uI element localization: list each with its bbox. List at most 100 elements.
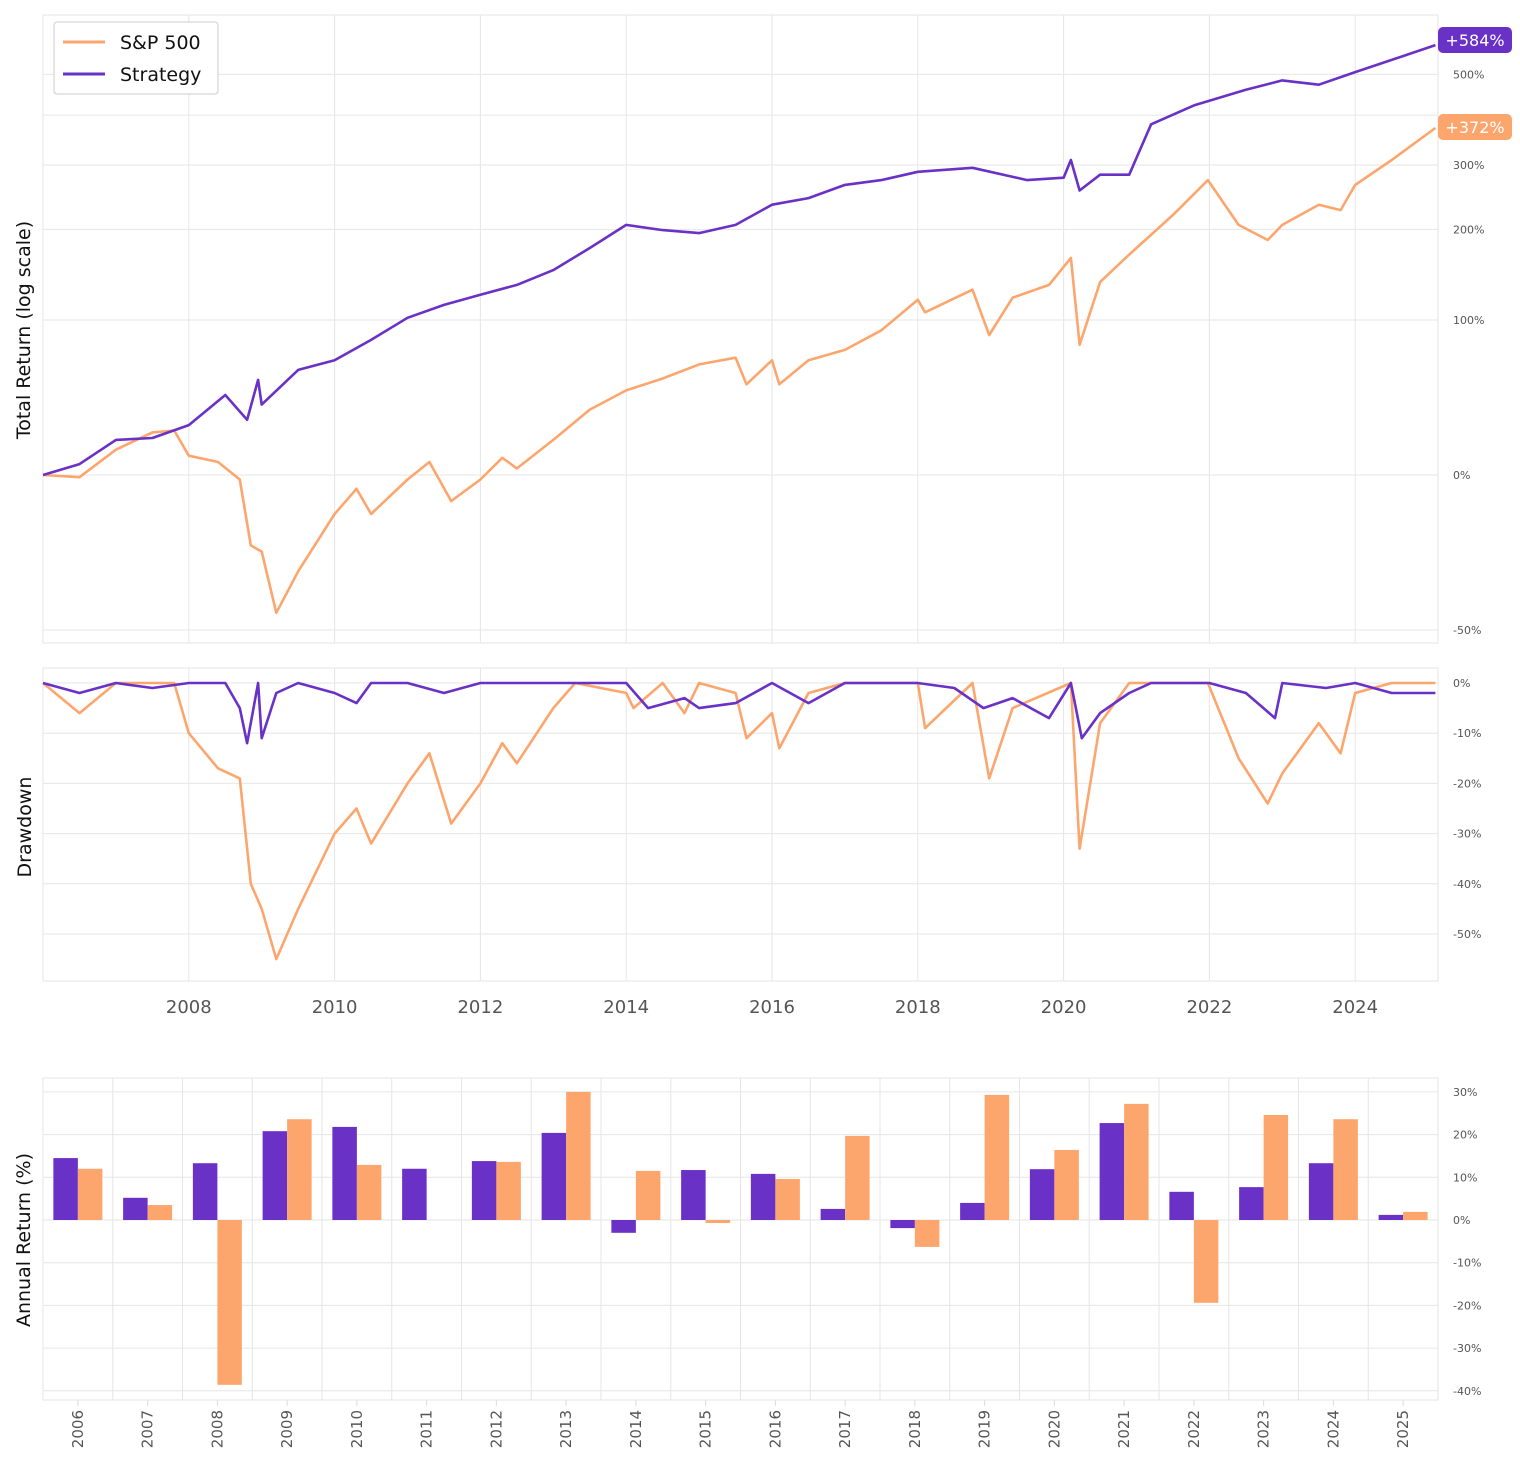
x-tick-label: 2020 [1041,997,1087,1018]
bar-strategy-2009 [262,1131,288,1220]
bar-sp500-2025 [1403,1211,1428,1220]
bar-strategy-2014 [611,1220,636,1233]
bar-strategy-2023 [1239,1187,1264,1220]
y-tick-label: 300% [1453,159,1484,172]
y-axis-label-drawdown: Drawdown [14,777,36,878]
bar-sp500-2020 [1054,1149,1079,1220]
bar-strategy-2012 [471,1161,497,1220]
y-tick-label: -10% [1453,1257,1481,1270]
end-label-badge [1438,27,1512,53]
y-tick-label: 200% [1453,223,1484,236]
bar-strategy-2021 [1099,1123,1125,1220]
x-tick-label: 2012 [457,997,503,1018]
x-tick-label: 2018 [906,1410,924,1448]
legend-label-strategy: Strategy [120,64,201,86]
y-tick-label: -20% [1453,777,1481,790]
x-tick-label: 2006 [69,1410,87,1448]
x-tick-label: 2010 [348,1410,366,1448]
x-tick-label: 2008 [208,1410,226,1448]
bar-sp500-2018 [914,1220,940,1247]
x-tick-label: 2017 [836,1410,854,1448]
x-tick-label: 2025 [1394,1410,1412,1448]
x-tick-label: 2015 [697,1410,715,1448]
end-label-badge [1438,114,1512,140]
bar-sp500-2014 [635,1170,661,1220]
y-tick-label: 100% [1453,314,1484,327]
bar-strategy-2022 [1169,1191,1194,1220]
x-tick-label: 2013 [557,1410,575,1448]
x-tick-label: 2019 [976,1410,994,1448]
legend: S&P 500 Strategy [53,21,219,95]
bar-sp500-2023 [1263,1114,1289,1220]
bar-strategy-2010 [332,1126,357,1220]
bar-strategy-2025 [1378,1214,1404,1220]
end-label-text: +372% [1445,118,1504,137]
x-tick-label: 2014 [603,997,649,1018]
bar-strategy-2011 [402,1168,427,1220]
end-label-text: +584% [1445,31,1504,50]
y-tick-label: -40% [1453,878,1481,891]
legend-box [53,21,219,95]
y-tick-label: 0% [1453,1214,1470,1227]
x-tick-label: 2024 [1324,1410,1342,1448]
legend-label-sp500: S&P 500 [120,32,201,54]
bar-sp500-2024 [1333,1119,1358,1220]
bar-strategy-2020 [1029,1169,1055,1220]
bar-strategy-2007 [123,1197,148,1220]
y-tick-label: -20% [1453,1299,1481,1312]
bar-sp500-2016 [775,1179,800,1220]
series-line-strategy [42,681,1436,745]
series-line-sp500 [42,126,1437,615]
y-tick-label: 20% [1453,1129,1477,1142]
bar-sp500-2015 [705,1220,731,1223]
plot-area-drawdown [42,667,1439,982]
bar-strategy-2024 [1308,1163,1334,1220]
bar-strategy-2013 [541,1132,567,1220]
plot-area-total-return [42,14,1439,644]
bar-sp500-2012 [496,1161,521,1220]
x-tick-label: 2018 [895,997,941,1018]
x-tick-label: 2016 [749,997,795,1018]
x-tick-label: 2009 [278,1410,296,1448]
x-tick-label: 2016 [766,1410,784,1448]
x-tick-label: 2024 [1332,997,1378,1018]
bar-sp500-2019 [984,1094,1010,1220]
bar-sp500-2009 [287,1119,312,1220]
bar-strategy-2017 [820,1208,846,1220]
y-tick-label: -30% [1453,828,1481,841]
y-axis-label-annual: Annual Return (%) [13,1153,35,1327]
bar-strategy-2008 [192,1163,218,1220]
series-line-strategy [42,43,1436,477]
y-tick-label: 0% [1453,469,1470,482]
bar-sp500-2008 [217,1220,242,1385]
y-axis-label-total-return: Total Return (log scale) [13,221,35,440]
series-line-sp500 [42,681,1436,961]
y-tick-label: 30% [1453,1086,1477,1099]
x-tick-label: 2022 [1186,997,1232,1018]
bar-sp500-2022 [1193,1220,1219,1303]
bar-sp500-2017 [845,1135,870,1220]
bar-strategy-2016 [750,1173,776,1220]
x-tick-label: 2010 [312,997,358,1018]
end-label-strategy: +584% [1438,27,1512,53]
x-tick-label: 2022 [1185,1410,1203,1448]
bar-sp500-2013 [566,1091,591,1220]
x-tick-label: 2007 [139,1410,157,1448]
x-tick-label: 2014 [627,1410,645,1448]
bar-strategy-2006 [53,1158,78,1220]
x-tick-label: 2012 [487,1410,505,1448]
y-tick-label: -10% [1453,727,1481,740]
y-tick-label: 10% [1453,1171,1477,1184]
bar-strategy-2015 [681,1170,706,1220]
bar-strategy-2018 [890,1220,915,1229]
x-tick-label: 2020 [1045,1410,1063,1448]
bar-sp500-2010 [356,1164,382,1220]
x-tick-label: 2021 [1115,1410,1133,1448]
x-tick-label: 2023 [1255,1410,1273,1448]
y-tick-label: -30% [1453,1342,1481,1355]
x-tick-label: 2008 [166,997,212,1018]
y-tick-label: 0% [1453,677,1470,690]
y-tick-label: 500% [1453,68,1484,81]
y-tick-label: -50% [1453,928,1481,941]
